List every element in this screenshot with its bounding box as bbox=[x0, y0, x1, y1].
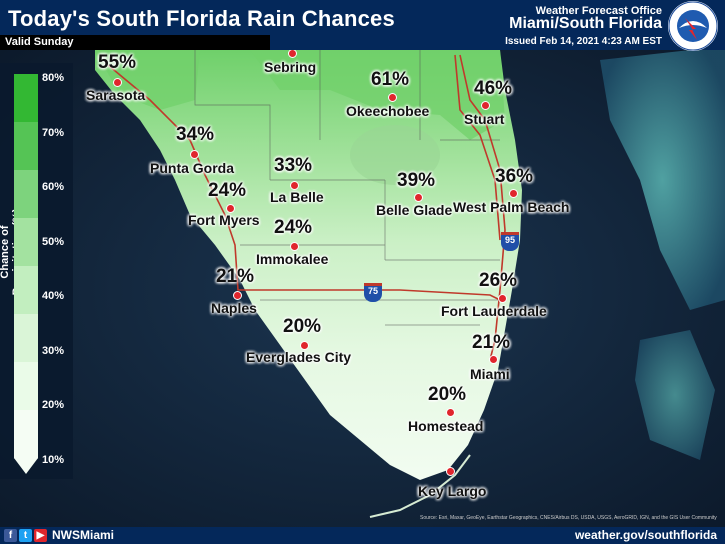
city-marker bbox=[446, 408, 455, 417]
legend-tick: 40% bbox=[42, 290, 65, 302]
city-name-okeechobee: Okeechobee bbox=[346, 103, 430, 119]
city-marker bbox=[113, 78, 122, 87]
legend-arrow bbox=[14, 458, 38, 474]
city-name-fort-myers: Fort Myers bbox=[188, 212, 260, 228]
city-marker bbox=[414, 193, 423, 202]
twitter-icon[interactable]: t bbox=[19, 529, 32, 542]
city-marker bbox=[290, 181, 299, 190]
high-rain-zone-sarasota bbox=[95, 50, 200, 110]
office-label: Weather Forecast Office bbox=[535, 5, 662, 17]
city-percent-fort-myers: 24% bbox=[208, 180, 247, 201]
florida-keys bbox=[369, 454, 471, 518]
city-name-naples: Naples bbox=[211, 300, 257, 316]
valid-day: Valid Sunday bbox=[5, 36, 74, 48]
lake-okeechobee bbox=[350, 125, 440, 185]
city-name-immokalee: Immokalee bbox=[256, 251, 329, 267]
legend-tick: 20% bbox=[42, 399, 65, 411]
city-name-sarasota: Sarasota bbox=[86, 87, 146, 103]
legend-color-step bbox=[14, 410, 38, 459]
city-percent-fort-lauderdale: 26% bbox=[479, 270, 518, 291]
legend-color-step bbox=[14, 314, 38, 363]
legend-color-step bbox=[14, 266, 38, 315]
interstate-75-shield: 75 bbox=[364, 283, 382, 302]
rain-chance-map bbox=[0, 50, 725, 527]
legend-color-step bbox=[14, 122, 38, 171]
legend-tick: 80% bbox=[42, 72, 65, 84]
city-percent-miami: 21% bbox=[472, 332, 511, 353]
city-marker bbox=[481, 101, 490, 110]
valid-bar bbox=[0, 35, 270, 50]
website-link[interactable]: weather.gov/southflorida bbox=[574, 528, 717, 542]
city-percent-west-palm-beach: 36% bbox=[495, 166, 534, 187]
city-percent-homestead: 20% bbox=[428, 384, 467, 405]
city-percent-immokalee: 24% bbox=[274, 217, 313, 238]
city-percent-la-belle: 33% bbox=[274, 155, 313, 176]
county-lines bbox=[194, 50, 500, 326]
highways bbox=[107, 54, 506, 361]
page-title: Today's South Florida Rain Chances bbox=[8, 6, 395, 31]
city-name-stuart: Stuart bbox=[464, 111, 505, 127]
city-percent-naples: 21% bbox=[216, 266, 255, 287]
social-handle[interactable]: NWSMiami bbox=[52, 528, 115, 542]
city-name-belle-glade: Belle Glade bbox=[376, 202, 453, 218]
city-marker bbox=[388, 93, 397, 102]
city-marker bbox=[300, 341, 309, 350]
city-marker bbox=[226, 204, 235, 213]
city-marker bbox=[290, 242, 299, 251]
city-percent-okeechobee: 61% bbox=[371, 69, 410, 90]
city-marker bbox=[190, 150, 199, 159]
city-name-homestead: Homestead bbox=[408, 418, 484, 434]
city-name-la-belle: La Belle bbox=[270, 189, 324, 205]
legend-color-step bbox=[14, 218, 38, 267]
legend-tick: 50% bbox=[42, 236, 65, 248]
legend-tick: 70% bbox=[42, 127, 65, 139]
city-name-west-palm-beach: West Palm Beach bbox=[453, 199, 570, 215]
city-marker bbox=[233, 291, 242, 300]
city-name-miami: Miami bbox=[470, 366, 510, 382]
city-name-fort-lauderdale: Fort Lauderdale bbox=[441, 303, 547, 319]
issued-time: Issued Feb 14, 2021 4:23 AM EST bbox=[505, 36, 662, 47]
city-name-punta-gorda: Punta Gorda bbox=[150, 160, 235, 176]
city-name-everglades-city: Everglades City bbox=[246, 349, 352, 365]
city-percent-stuart: 46% bbox=[474, 78, 513, 99]
city-marker bbox=[509, 189, 518, 198]
bahamas-bank bbox=[600, 50, 725, 310]
footer-bar bbox=[0, 527, 725, 544]
city-marker bbox=[446, 467, 455, 476]
city-percent-everglades-city: 20% bbox=[283, 316, 322, 337]
map-credits: Source: Esri, Maxar, GeoEye, Earthstar G… bbox=[420, 515, 717, 521]
legend-color-bar bbox=[14, 74, 38, 474]
legend-color-step bbox=[14, 170, 38, 219]
facebook-icon[interactable]: f bbox=[4, 529, 17, 542]
city-percent-punta-gorda: 34% bbox=[176, 124, 215, 145]
city-percent-belle-glade: 39% bbox=[397, 170, 436, 191]
legend-color-step bbox=[14, 362, 38, 411]
city-name-key-largo: Key Largo bbox=[418, 483, 487, 499]
office-name: Miami/South Florida bbox=[509, 15, 662, 32]
legend-tick: 10% bbox=[42, 454, 65, 466]
bahamas-bank-south bbox=[635, 330, 715, 460]
interstate-95-shield: 95 bbox=[501, 232, 519, 251]
city-marker bbox=[288, 49, 297, 58]
nws-logo-icon bbox=[668, 1, 718, 51]
legend-color-step bbox=[14, 74, 38, 123]
city-marker bbox=[498, 294, 507, 303]
city-marker bbox=[489, 355, 498, 364]
city-percent-sarasota: 55% bbox=[98, 52, 137, 73]
legend-tick: 60% bbox=[42, 181, 65, 193]
legend-tick: 30% bbox=[42, 345, 65, 357]
youtube-icon[interactable]: ▶ bbox=[34, 529, 47, 542]
high-rain-zone-north bbox=[250, 50, 505, 140]
city-name-sebring: Sebring bbox=[264, 59, 317, 75]
